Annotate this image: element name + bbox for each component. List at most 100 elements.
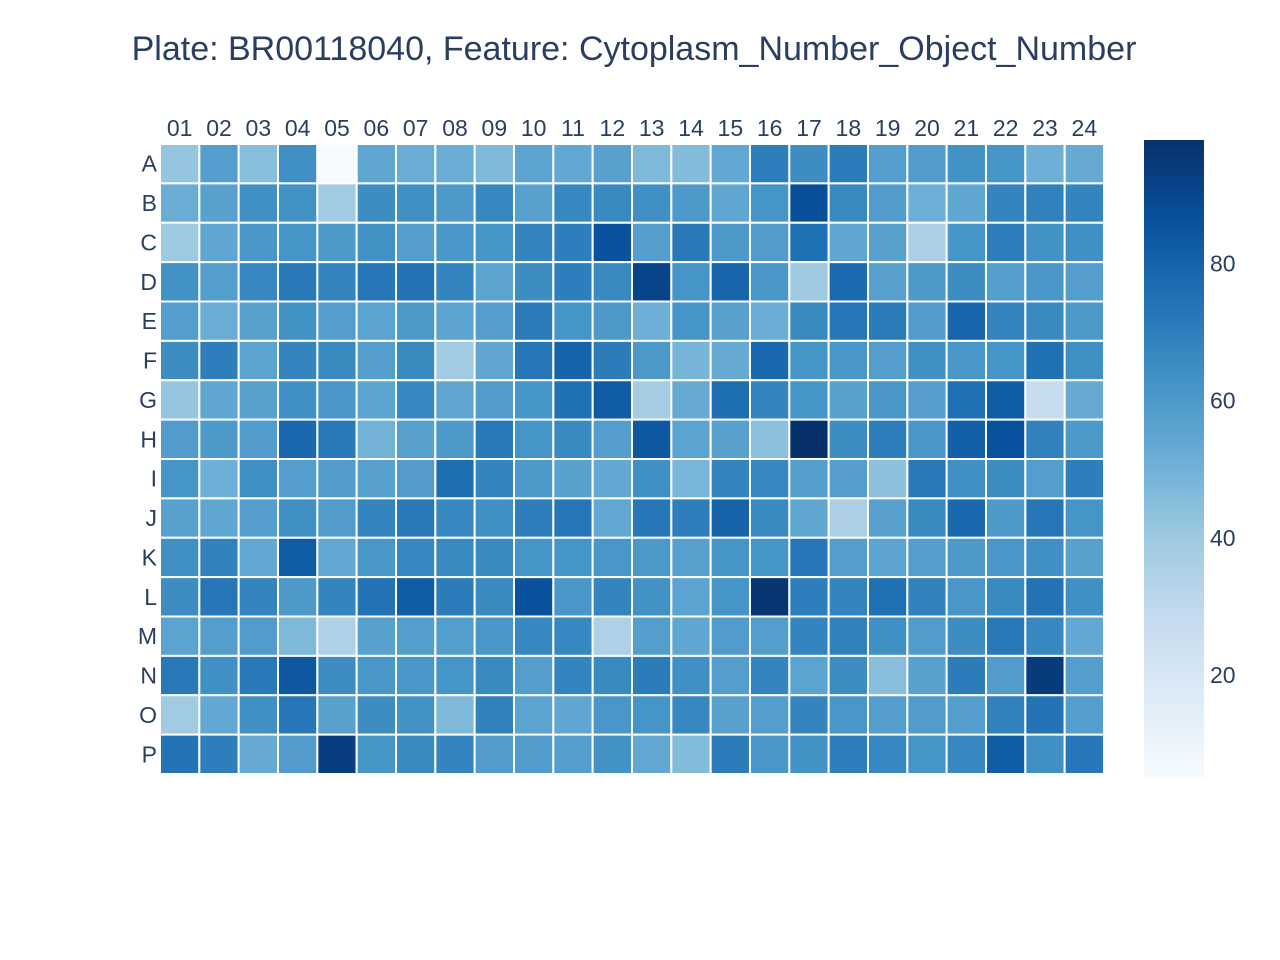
- heatmap-cell-J23: [1024, 497, 1066, 539]
- x-tick-label: 19: [875, 115, 901, 141]
- heatmap-cell-G05: [316, 379, 358, 421]
- heatmap-cell-M12: [591, 615, 634, 657]
- heatmap-cell-J09: [473, 497, 515, 539]
- heatmap-cell-K08: [434, 536, 476, 579]
- heatmap-cell-F03: [237, 339, 280, 382]
- heatmap-cell-E17: [788, 300, 830, 342]
- heatmap-cell-A07: [395, 143, 437, 185]
- heatmap-cell-K23: [1024, 536, 1066, 579]
- heatmap-cell-M09: [473, 615, 515, 657]
- heatmap-cell-D22: [985, 261, 1027, 303]
- heatmap-cell-D04: [277, 261, 319, 303]
- heatmap-cell-H05: [316, 418, 358, 460]
- heatmap-cell-L05: [316, 576, 358, 618]
- heatmap-cell-M15: [709, 615, 752, 657]
- heatmap-cell-K14: [670, 536, 712, 579]
- heatmap-cell-L01: [159, 576, 201, 618]
- x-tick-label: 03: [246, 115, 272, 141]
- heatmap-cell-G01: [159, 379, 201, 421]
- heatmap-cell-B22: [985, 182, 1027, 224]
- heatmap-cell-F07: [395, 339, 437, 382]
- heatmap-cell-B10: [513, 182, 555, 224]
- heatmap-cell-E02: [198, 300, 240, 342]
- heatmap-cell-L04: [277, 576, 319, 618]
- heatmap-cell-P07: [395, 733, 437, 775]
- heatmap-cell-O22: [985, 694, 1027, 736]
- heatmap-cell-J15: [709, 497, 752, 539]
- heatmap-cell-G24: [1063, 379, 1105, 421]
- heatmap-cell-B21: [945, 182, 988, 224]
- heatmap-cell-A15: [709, 143, 752, 185]
- heatmap-cell-M05: [316, 615, 358, 657]
- heatmap-cell-I14: [670, 458, 712, 500]
- heatmap-cell-N15: [709, 654, 752, 697]
- x-tick-label: 06: [364, 115, 390, 141]
- heatmap-cell-J13: [631, 497, 673, 539]
- heatmap-cell-B05: [316, 182, 358, 224]
- heatmap-cell-H09: [473, 418, 515, 460]
- heatmap-cell-M18: [827, 615, 870, 657]
- heatmap-cell-F18: [827, 339, 870, 382]
- heatmap-cell-I03: [237, 458, 280, 500]
- x-axis-ticks: 01 02 03 04 05 06 07 08 09 10 11 12 13 14 15 16 17 18 19 20…: [167, 115, 1097, 141]
- heatmap-cell-P19: [867, 733, 909, 775]
- heatmap-cell-N24: [1063, 654, 1105, 697]
- heatmap-cell-K05: [316, 536, 358, 579]
- heatmap-cell-B13: [631, 182, 673, 224]
- heatmap-cell-G21: [945, 379, 988, 421]
- x-tick-label: 24: [1072, 115, 1098, 141]
- heatmap-cell-A06: [355, 143, 397, 185]
- heatmap-cell-M24: [1063, 615, 1105, 657]
- heatmap-cell-F20: [906, 339, 948, 382]
- heatmap-cell-D21: [945, 261, 988, 303]
- heatmap-cell-E01: [159, 300, 201, 342]
- heatmap-cell-P20: [906, 733, 948, 775]
- heatmap-cell-M16: [749, 615, 791, 657]
- y-tick-label: P: [142, 741, 157, 767]
- heatmap-cell-A03: [237, 143, 280, 185]
- heatmap-cell-J14: [670, 497, 712, 539]
- y-tick-label: D: [140, 269, 157, 295]
- y-tick-label: H: [140, 426, 157, 452]
- heatmap-cell-G06: [355, 379, 397, 421]
- heatmap-cell-N14: [670, 654, 712, 697]
- heatmap-cell-K21: [945, 536, 988, 579]
- heatmap-cell-L13: [631, 576, 673, 618]
- heatmap-cell-C24: [1063, 221, 1105, 264]
- heatmap-cell-O21: [945, 694, 988, 736]
- heatmap-cell-G02: [198, 379, 240, 421]
- heatmap-cell-A18: [827, 143, 870, 185]
- heatmap-cell-K02: [198, 536, 240, 579]
- heatmap-cell-J16: [749, 497, 791, 539]
- heatmap-cell-C21: [945, 221, 988, 264]
- heatmap-cell-K19: [867, 536, 909, 579]
- heatmap-cell-B15: [709, 182, 752, 224]
- heatmap-cell-J21: [945, 497, 988, 539]
- heatmap-cell-N16: [749, 654, 791, 697]
- heatmap-cell-E23: [1024, 300, 1066, 342]
- heatmap-cell-K01: [159, 536, 201, 579]
- heatmap-cell-M13: [631, 615, 673, 657]
- y-tick-label: A: [142, 151, 158, 177]
- heatmap-cell-P24: [1063, 733, 1105, 775]
- heatmap-cell-M04: [277, 615, 319, 657]
- heatmap-cell-E05: [316, 300, 358, 342]
- heatmap-cell-O13: [631, 694, 673, 736]
- heatmap-cell-L22: [985, 576, 1027, 618]
- heatmap-cell-E13: [631, 300, 673, 342]
- heatmap-cell-F04: [277, 339, 319, 382]
- heatmap-cell-I15: [709, 458, 752, 500]
- heatmap-cell-E22: [985, 300, 1027, 342]
- heatmap-cell-I20: [906, 458, 948, 500]
- heatmap-cell-A02: [198, 143, 240, 185]
- heatmap-cell-I13: [631, 458, 673, 500]
- heatmap-cell-M17: [788, 615, 830, 657]
- colorbar-tick-label: 60: [1210, 388, 1236, 414]
- heatmap-cell-O17: [788, 694, 830, 736]
- heatmap-cell-J18: [827, 497, 870, 539]
- heatmap-cell-J02: [198, 497, 240, 539]
- heatmap-cell-H08: [434, 418, 476, 460]
- y-tick-label: C: [140, 229, 157, 255]
